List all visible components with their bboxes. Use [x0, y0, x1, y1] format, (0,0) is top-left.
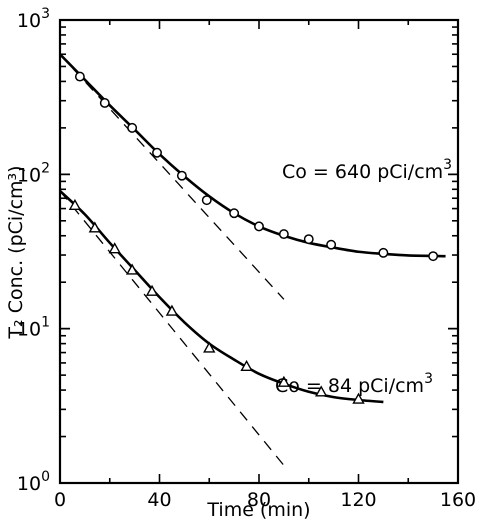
data-point-circle — [152, 147, 162, 158]
data-point-circle — [201, 195, 212, 206]
x-tick-label: 0 — [54, 489, 66, 511]
data-point-circle — [99, 98, 110, 108]
dashed-extrapolation-line — [59, 190, 285, 466]
tick-labels: 0 40 80 120 160 100 101 102 103 — [17, 6, 476, 511]
y-tick-label: 102 — [17, 160, 50, 186]
series-circle: Co = 640 pCi/cm3 — [59, 53, 452, 300]
fit-curve — [59, 53, 446, 258]
data-point-triangle — [108, 242, 121, 254]
y-tick-label: 100 — [17, 469, 50, 495]
data-point-circle — [303, 234, 314, 245]
series-layer: Co = 640 pCi/cm3 Co = 84 pCi/cm3 — [59, 53, 452, 466]
x-tick-label: 80 — [247, 489, 271, 511]
x-tick-label: 40 — [147, 489, 171, 511]
y-axis-label: T₂ Conc. (pCi/cm³) — [5, 165, 27, 339]
data-point-circle — [229, 208, 240, 219]
data-point-triangle — [125, 263, 139, 275]
data-point-triangle — [240, 359, 253, 372]
data-point-circle — [74, 71, 85, 82]
data-point-triangle — [88, 221, 102, 233]
series-triangle: Co = 84 pCi/cm3 — [59, 190, 433, 466]
x-axis-label: Time (min) — [206, 499, 310, 521]
data-point-triangle — [165, 304, 179, 316]
data-point-triangle — [277, 375, 291, 387]
fit-curve — [59, 190, 384, 404]
series-annotation: Co = 84 pCi/cm3 — [275, 371, 433, 397]
axis-ticks — [59, 19, 459, 484]
data-point-triangle — [314, 385, 328, 397]
data-point-circle — [176, 170, 187, 181]
data-point-circle — [326, 239, 337, 250]
data-point-circle — [378, 247, 389, 258]
data-point-triangle — [145, 284, 159, 296]
y-tick-label: 103 — [17, 6, 50, 32]
data-point-circle — [254, 221, 264, 232]
data-point-circle — [278, 229, 289, 240]
x-tick-label: 160 — [440, 489, 476, 511]
data-point-triangle — [203, 341, 216, 353]
data-point-circle — [428, 251, 439, 262]
data-point-circle — [127, 122, 138, 133]
x-tick-label: 120 — [340, 489, 376, 511]
data-point-triangle — [68, 198, 82, 211]
series-annotation: Co = 640 pCi/cm3 — [282, 157, 452, 183]
dashed-extrapolation-line — [59, 53, 285, 300]
y-tick-label: 101 — [17, 315, 50, 341]
data-point-triangle — [352, 392, 365, 404]
